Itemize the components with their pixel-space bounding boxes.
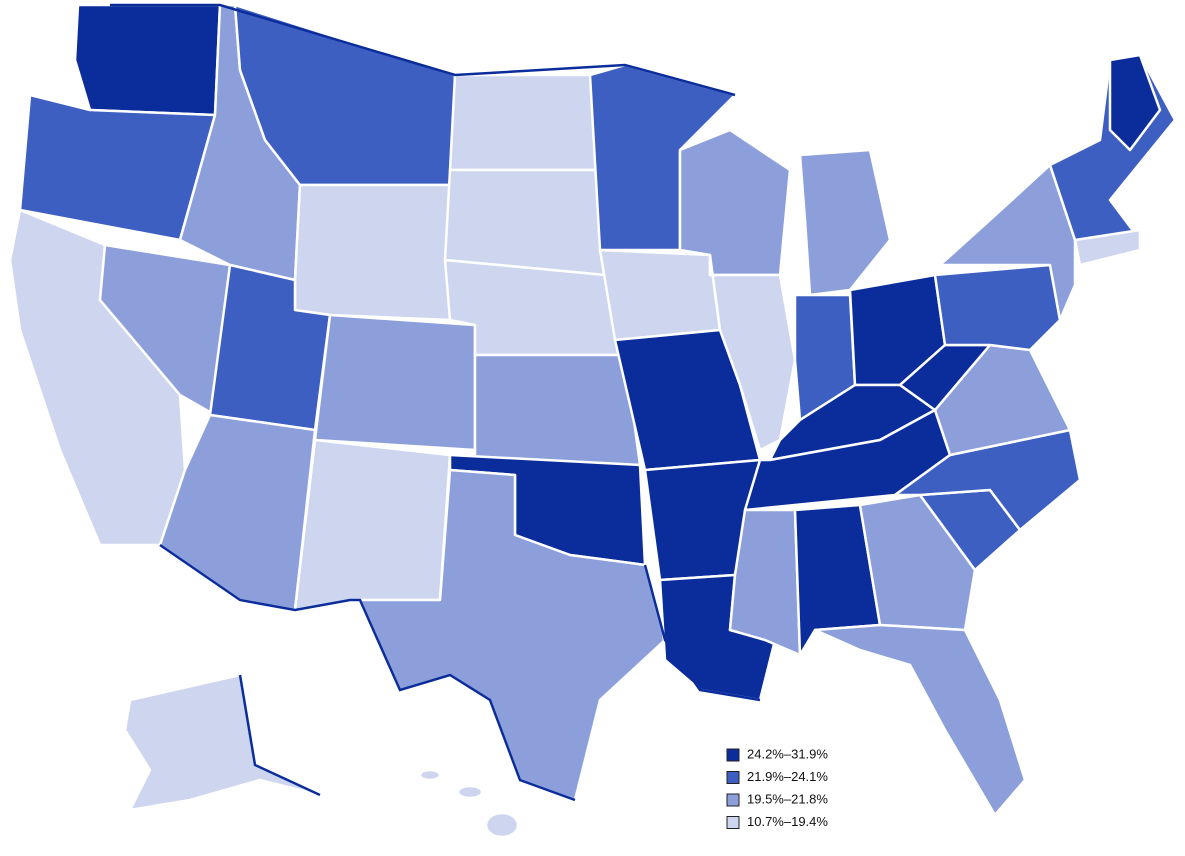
region [933,263,1062,352]
legend-swatch [726,748,740,762]
region [418,768,442,782]
region [938,163,1077,322]
border [238,674,321,797]
region [728,508,802,657]
region [858,493,977,632]
region [678,128,792,277]
legend: 24.2%–31.9% 21.9%–24.1% 19.5%–21.8% 10.7%–1… [726,746,828,829]
legend-label: 19.5%–21.8% [747,791,828,806]
region [798,148,892,297]
region [598,248,722,342]
region [708,253,797,452]
region [1108,53,1162,152]
legend-label: 24.2%–31.9% [747,746,828,761]
border [159,543,576,802]
region [293,183,457,322]
region [293,438,452,612]
region [443,168,607,277]
region [613,328,762,472]
legend-swatch [726,793,740,807]
region [98,243,232,417]
region [73,3,222,117]
region [448,73,602,172]
legend-label: 21.9%–24.1% [747,769,828,784]
legend-swatch [726,771,740,784]
region [1073,228,1142,267]
states [8,3,1177,839]
region [813,623,1027,817]
border [110,3,736,97]
region [313,313,477,452]
region [484,811,520,839]
legend-swatch [726,816,740,829]
legend-label: 10.7%–19.4% [747,814,828,829]
region [473,353,642,467]
region [456,784,484,800]
region [123,673,322,812]
border [643,564,761,702]
